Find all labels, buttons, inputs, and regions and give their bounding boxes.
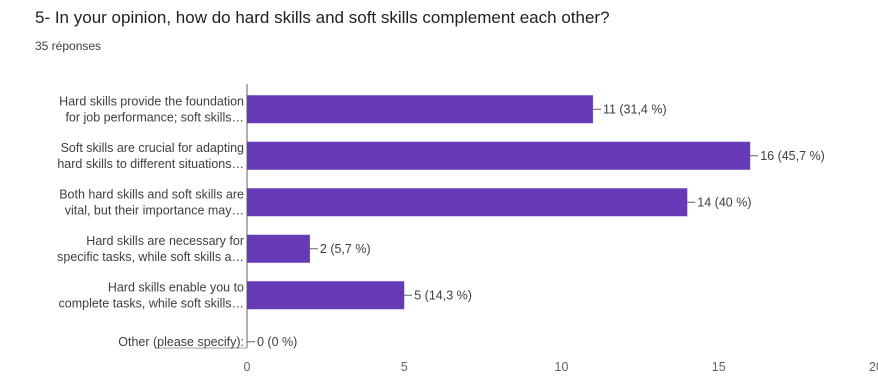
x-tick-label: 0: [244, 360, 251, 374]
x-tick-label: 5: [401, 360, 408, 374]
category-label: Hard skills are necessary for: [86, 234, 244, 248]
bar: [247, 95, 593, 124]
data-label: 14 (40 %): [697, 195, 751, 209]
data-label: 16 (45,7 %): [760, 149, 825, 163]
category-label: Hard skills provide the foundation: [59, 94, 244, 108]
x-tick-label: 20: [869, 360, 878, 374]
data-label: 11 (31,4 %): [603, 102, 667, 116]
data-label: 5 (14,3 %): [414, 288, 472, 302]
category-label: Hard skills enable you to: [108, 280, 244, 294]
category-label: Both hard skills and soft skills are: [59, 187, 244, 201]
bar: [247, 281, 405, 310]
bar: [247, 234, 310, 263]
category-label: vital, but their importance may…: [65, 203, 244, 217]
data-label: 0 (0 %): [257, 335, 297, 349]
category-label: hard skills to different situations…: [57, 157, 244, 171]
response-count: 35 réponses: [35, 39, 102, 53]
category-label: for job performance; soft skills…: [65, 110, 244, 124]
category-label: complete tasks, while soft skills…: [59, 296, 244, 310]
category-label: specific tasks, while soft skills a…: [57, 250, 244, 264]
category-label: Soft skills are crucial for adapting: [61, 141, 244, 155]
bar: [247, 188, 688, 217]
x-tick-label: 15: [712, 360, 726, 374]
question-title: 5- In your opinion, how do hard skills a…: [35, 8, 610, 27]
bar: [247, 141, 751, 170]
category-label: Other (please specify):: [118, 335, 244, 349]
x-tick-label: 10: [555, 360, 569, 374]
data-label: 2 (5,7 %): [320, 242, 371, 256]
